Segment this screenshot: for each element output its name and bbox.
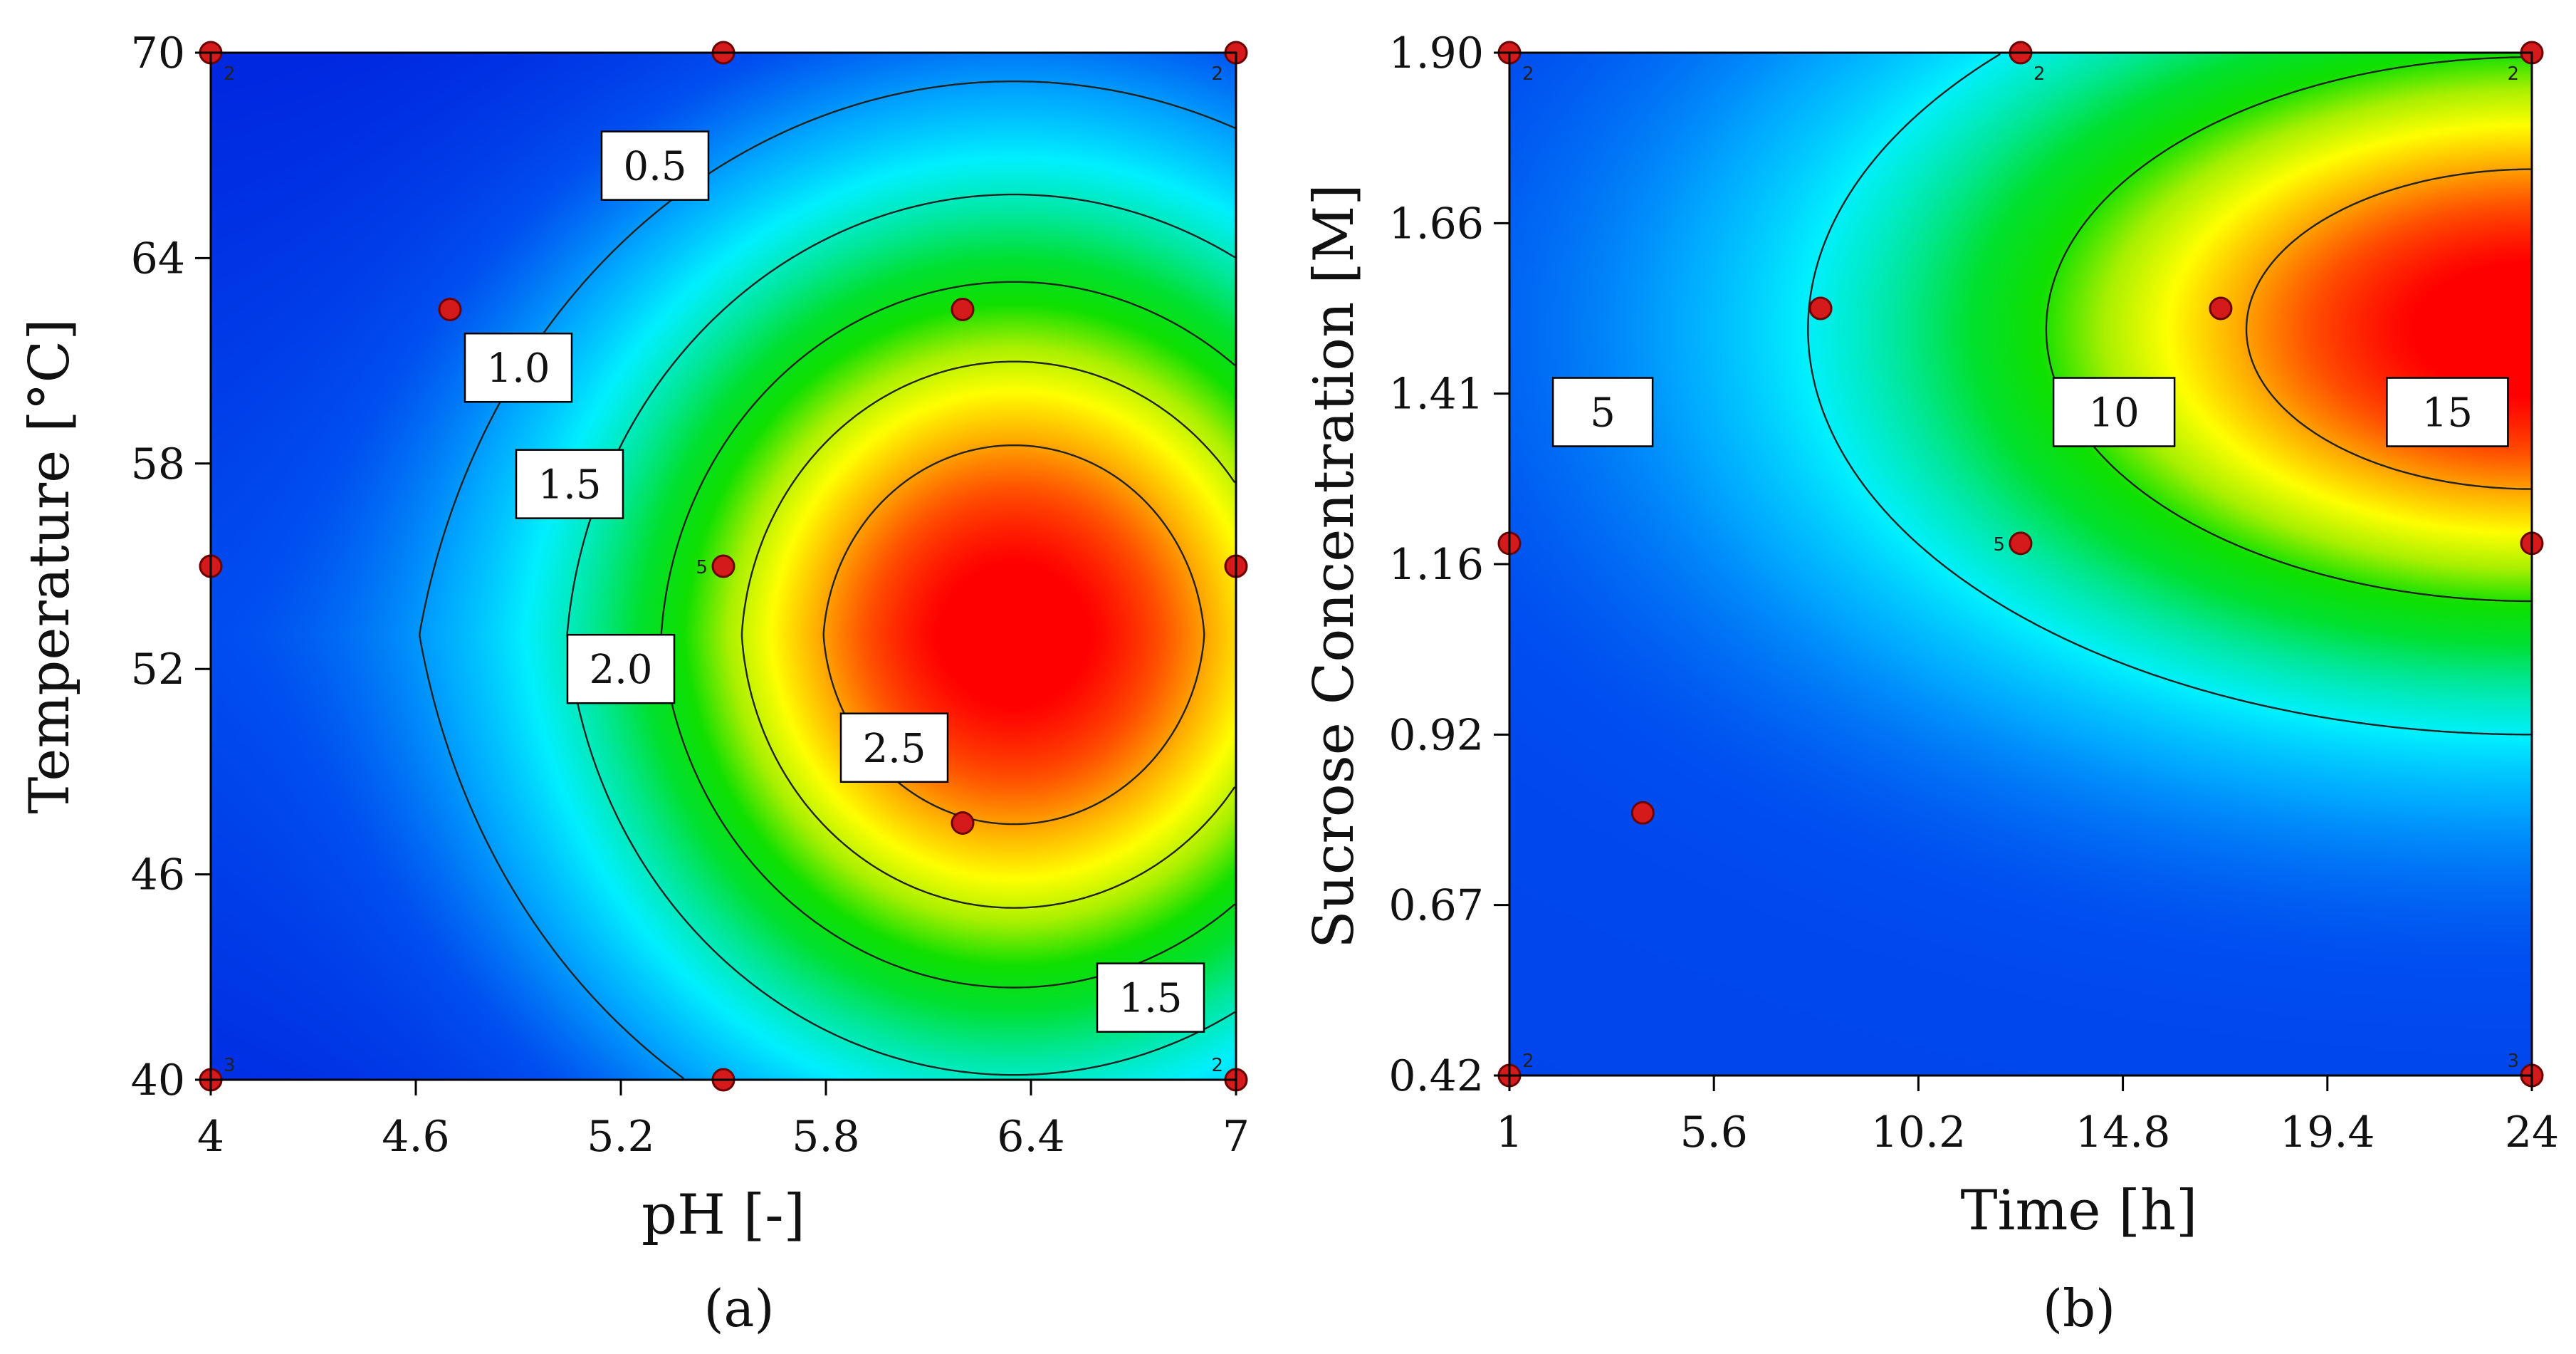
replicate-count: 2	[1211, 63, 1223, 85]
y-tick-label: 0.67	[1388, 881, 1484, 931]
panel-b-heatmap-surface	[1509, 53, 2532, 1076]
panel-b-contour-lines	[1807, 53, 2531, 736]
a-contour-1-5	[660, 281, 1235, 989]
contour-label-text: 1.5	[538, 462, 601, 509]
panel-a-x-ticks: 4 4.6 5.2 5.8 6.4 7	[197, 1080, 1250, 1162]
design-point-a-6	[711, 554, 735, 578]
design-point-b-4	[2209, 296, 2233, 321]
panel-b-caption: (b)	[2043, 1279, 2115, 1338]
y-tick-label: 64	[131, 234, 185, 283]
x-tick-label: 6.4	[997, 1112, 1064, 1162]
design-point-a-4	[951, 298, 975, 321]
contour-label-b-0: 5	[1551, 377, 1654, 447]
contour-label-text: 15	[2422, 390, 2473, 437]
panel-b-x-axis-label: Time [h]	[1961, 1179, 2198, 1243]
y-tick-label: 70	[131, 28, 185, 78]
contour-label-a-5: 2.5	[839, 712, 949, 783]
contour-label-text: 0.5	[623, 144, 686, 190]
panel-b-contour-labels: 5 10 15	[1551, 377, 2509, 447]
contour-label-a-2: 1.5	[515, 449, 624, 519]
design-point-b-6	[2009, 531, 2033, 556]
contour-label-a-3: 1.5	[1096, 962, 1205, 1033]
x-tick-label: 24	[2505, 1108, 2559, 1157]
panel-a-caption: (a)	[703, 1279, 774, 1338]
y-tick-label: 0.92	[1388, 710, 1484, 760]
replicate-count: 2	[1522, 63, 1534, 85]
design-point-a-3	[438, 298, 462, 321]
x-tick-label: 5.6	[1680, 1108, 1747, 1157]
panel-a-x-axis-label: pH [-]	[642, 1183, 805, 1247]
y-tick-label: 40	[131, 1056, 185, 1105]
panel-b-y-axis-label: Sucrose Concentration [M]	[1302, 184, 1366, 949]
panel-b-x-ticks: 1 5.6 10.2 14.8 19.4 24	[1496, 1076, 2559, 1157]
contour-label-text: 10	[2088, 390, 2139, 437]
x-tick-label: 5.8	[792, 1112, 859, 1162]
contour-label-b-1: 10	[2052, 377, 2176, 447]
replicate-count: 2	[2507, 63, 2519, 85]
b-contour-15	[2245, 168, 2531, 490]
panel-a-plot-frame	[209, 51, 1237, 1081]
contour-label-text: 1.5	[1119, 976, 1182, 1022]
y-tick-label: 58	[131, 439, 185, 489]
x-tick-label: 1	[1496, 1108, 1523, 1157]
y-tick-label: 1.90	[1388, 28, 1484, 78]
x-tick-label: 14.8	[2075, 1108, 2171, 1157]
contour-label-a-0: 0.5	[600, 130, 710, 201]
x-tick-label: 7	[1222, 1112, 1250, 1162]
contour-label-text: 2.5	[862, 726, 926, 772]
panel-b-y-ticks: 0.42 0.67 0.92 1.16 1.41 1.66 1.90	[1388, 28, 1509, 1101]
y-tick-label: 46	[131, 850, 185, 900]
design-point-b-3	[1808, 296, 1833, 321]
y-tick-label: 1.16	[1388, 540, 1484, 590]
panel-a-y-axis-label: Temperature [°C]	[18, 318, 82, 813]
contour-label-text: 5	[1590, 390, 1616, 437]
panel-a-contour-labels: 0.5 1.0 1.5 1.5 2.0 2.5	[464, 130, 1205, 1033]
y-tick-label: 0.42	[1388, 1051, 1484, 1101]
panel-a-contour-plot: 0.51.01.51.52.02.5 2 253 2 4 4.6 5.2 5.8 6.4 7 …	[18, 28, 1250, 1338]
replicate-count: 3	[224, 1055, 236, 1076]
replicate-count: 5	[1993, 534, 2005, 556]
contour-label-a-1: 1.0	[464, 332, 573, 403]
replicate-count: 5	[696, 557, 708, 578]
contour-label-b-2: 15	[2386, 377, 2509, 447]
replicate-count: 2	[1522, 1051, 1534, 1072]
contour-label-text: 1.0	[486, 345, 550, 392]
design-point-a-8	[951, 811, 975, 835]
y-tick-label: 52	[131, 645, 185, 694]
replicate-count: 3	[2507, 1051, 2519, 1072]
replicate-count: 2	[2033, 63, 2046, 85]
design-point-b-8	[1630, 801, 1655, 825]
y-tick-label: 1.66	[1388, 199, 1484, 249]
a-contour-2	[740, 360, 1235, 909]
contour-label-text: 2.0	[589, 647, 652, 693]
b-contour-5	[1807, 53, 2531, 736]
x-tick-label: 4	[197, 1112, 224, 1162]
replicate-count: 2	[1211, 1055, 1223, 1076]
x-tick-label: 4.6	[382, 1112, 449, 1162]
x-tick-label: 10.2	[1871, 1108, 1967, 1157]
a-contour-1	[566, 193, 1235, 1076]
x-tick-label: 19.4	[2280, 1108, 2375, 1157]
panel-a-y-ticks: 40 46 52 58 64 70	[131, 28, 211, 1105]
x-tick-label: 5.2	[587, 1112, 654, 1162]
contour-label-a-4: 2.0	[566, 633, 676, 704]
y-tick-label: 1.41	[1388, 370, 1484, 420]
replicate-count: 2	[224, 63, 236, 85]
panel-b-contour-plot: 5 10 15 2 2 2 5 2 3 1 5.6 10.2 14.8 19.4 24 0.42 0.67…	[1302, 28, 2559, 1338]
panel-a-design-points: 2 2 5 3 2	[199, 41, 1248, 1092]
